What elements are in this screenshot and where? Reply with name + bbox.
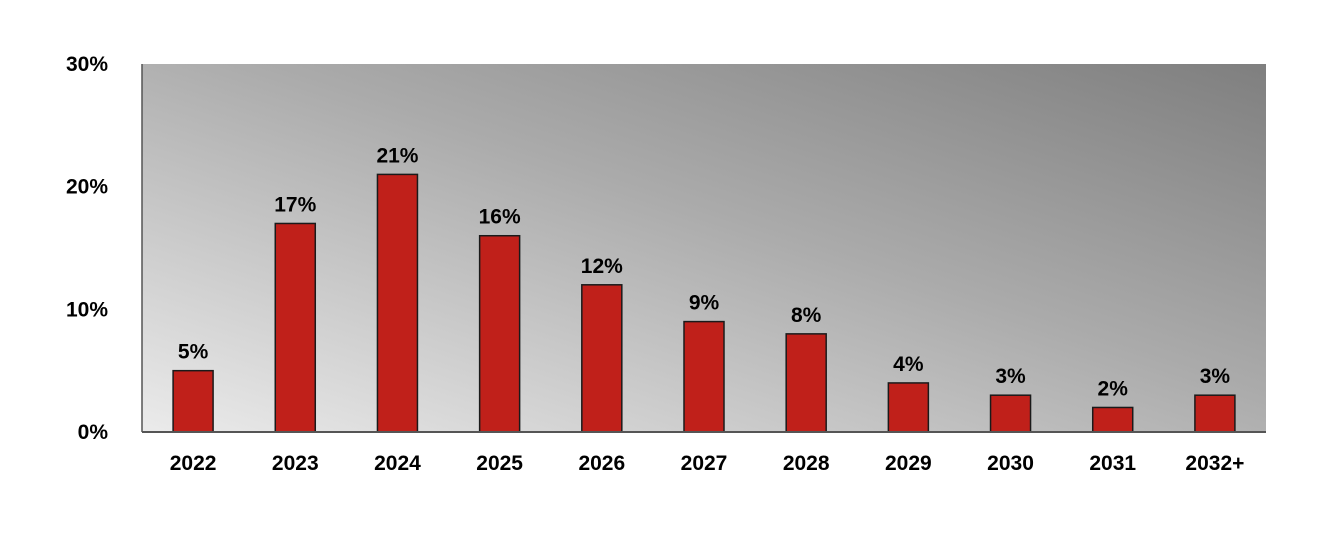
bars-group — [172, 173, 1236, 433]
y-tick-label: 10% — [66, 298, 108, 321]
y-axis: 0% 10% 20% 30% — [66, 53, 108, 444]
bar-2024 — [376, 173, 419, 433]
bar-2031 — [1091, 406, 1134, 433]
x-tick-label-2026: 2026 — [578, 452, 625, 475]
bar-2022 — [172, 369, 214, 433]
data-label-2027: 9% — [689, 292, 720, 315]
x-tick-label-2024: 2024 — [374, 452, 421, 475]
x-tick-label-2032+: 2032+ — [1185, 452, 1244, 475]
data-label-2030: 3% — [995, 365, 1026, 388]
data-label-2032+: 3% — [1200, 365, 1231, 388]
data-label-2024: 21% — [376, 144, 418, 167]
data-label-2023: 17% — [274, 193, 316, 216]
x-tick-label-2031: 2031 — [1089, 452, 1136, 475]
bar-2026 — [581, 284, 623, 433]
data-label-2029: 4% — [893, 353, 924, 376]
y-tick-label: 20% — [66, 176, 108, 199]
y-tick-label: 0% — [78, 421, 109, 444]
bar-2028 — [785, 333, 827, 433]
bar-2029 — [887, 382, 930, 433]
x-tick-label-2028: 2028 — [783, 452, 830, 475]
data-label-2028: 8% — [791, 304, 822, 327]
x-tick-label-2029: 2029 — [885, 452, 932, 475]
data-label-2031: 2% — [1098, 377, 1129, 400]
bar-2027 — [683, 320, 725, 433]
bar-2032+ — [1194, 394, 1236, 433]
x-tick-label-2030: 2030 — [987, 452, 1034, 475]
data-labels-group: 5% 17% 21% 16% 12% 9% 8% 4% 3% 2% 3% — [178, 144, 1230, 400]
y-tick-label: 30% — [66, 53, 108, 76]
bar-2030 — [989, 394, 1032, 433]
bar-2025 — [478, 234, 521, 433]
x-axis: 2022 2023 2024 2025 2026 2027 2028 2029 2030 2031… — [170, 452, 1245, 475]
data-label-2025: 16% — [479, 206, 521, 229]
bar-2023 — [274, 222, 317, 433]
x-tick-label-2022: 2022 — [170, 452, 217, 475]
x-tick-label-2025: 2025 — [476, 452, 523, 475]
data-label-2022: 5% — [178, 341, 209, 364]
data-label-2026: 12% — [581, 255, 623, 278]
x-tick-label-2023: 2023 — [272, 452, 319, 475]
x-tick-label-2027: 2027 — [681, 452, 728, 475]
